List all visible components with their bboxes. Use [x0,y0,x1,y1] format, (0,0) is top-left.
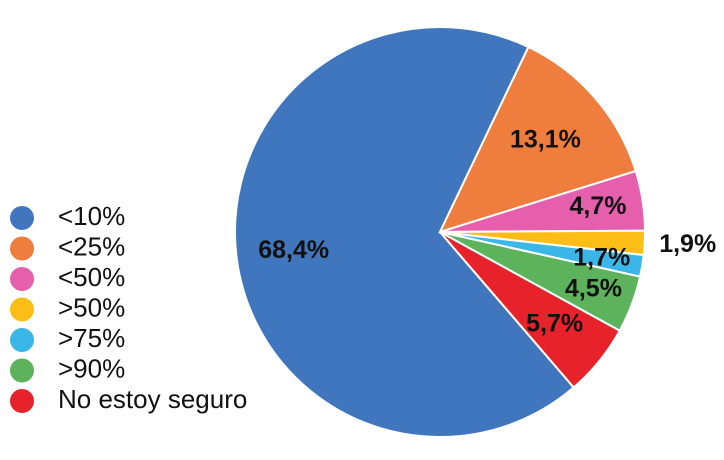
data-label: 68,4% [258,236,329,264]
legend-swatch [10,358,34,383]
legend-label: <25% [58,231,125,261]
legend-swatch [10,328,34,352]
legend-swatch [10,206,34,230]
pie-slice [439,231,622,389]
legend-swatch [10,267,34,291]
data-label: 1,9% [659,230,716,258]
legend-label: <50% [58,262,125,292]
data-label: 13,1% [510,125,581,153]
data-label: 1,7% [573,244,630,272]
data-label: 5,7% [526,310,583,338]
legend-label: <10% [58,201,125,231]
legend-label: >90% [58,353,125,383]
legend-swatch [10,236,34,261]
data-label: 4,5% [565,275,622,303]
legend-label: >75% [58,323,125,353]
legend-label: No estoy seguro [58,384,247,414]
legend-label: >50% [58,292,125,322]
legend-swatch [10,297,34,322]
pie-slice [234,26,576,438]
legend-swatch [10,389,34,413]
data-label: 4,7% [570,192,627,220]
